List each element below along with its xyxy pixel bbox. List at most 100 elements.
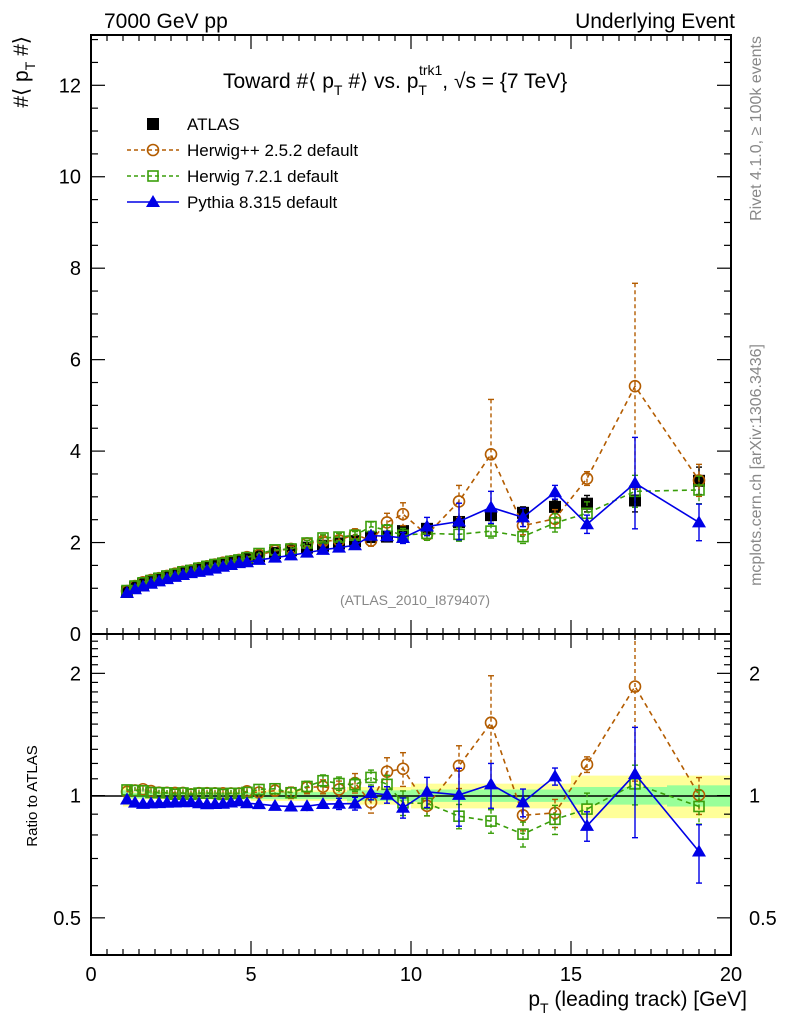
x-tick-label: 10 xyxy=(400,964,422,986)
herwig-7-2-1-point xyxy=(517,530,529,543)
pythia-8-315-point xyxy=(396,530,410,543)
series-herwigpp-2-5-2 xyxy=(120,282,706,598)
pythia-8-315-ratio-point xyxy=(364,786,378,799)
ratio-panel: 0.5 0.51 12 20 5 10 15 20 xyxy=(53,633,777,986)
series-pythia-8-315 xyxy=(120,436,706,598)
herwig-7-2-1-point xyxy=(549,517,561,529)
legend-marker-pythia-8-315 xyxy=(146,195,160,207)
legend: ATLAS Herwig++ 2.5.2 default Herwig 7.2.1 … xyxy=(127,115,358,212)
pythia-8-315-ratio-point xyxy=(348,796,362,809)
pythia-8-315-point xyxy=(300,545,314,558)
pythia-8-315-ratio-point xyxy=(316,797,330,810)
pythia-8-315-ratio-point xyxy=(692,844,706,857)
herwig-7-2-1-ratio-point xyxy=(129,784,141,797)
x-tick-label: 0 xyxy=(85,964,96,986)
pythia-8-315-line xyxy=(126,482,700,594)
pythia-8-315-point xyxy=(240,555,254,568)
pythia-8-315-point xyxy=(628,476,642,489)
pythia-8-315-point xyxy=(380,529,394,542)
ratio-y-tick-label-right: 0.5 xyxy=(749,908,777,930)
pythia-8-315-ratio-point xyxy=(380,787,394,800)
herwig-7-2-1-ratio-point xyxy=(693,800,705,813)
pythia-8-315-ratio-point xyxy=(120,792,134,805)
pythia-8-315-ratio-point xyxy=(284,799,298,812)
x-axis-label: pT (leading track) [GeV] xyxy=(528,988,747,1016)
herwig-7-2-1-point xyxy=(485,525,497,537)
main-y-tick-label: 0 xyxy=(70,624,81,646)
legend-marker-herwig-7-2-1 xyxy=(147,170,159,182)
ratio-y-tick-label: 2 xyxy=(70,663,81,685)
x-tick-label: 5 xyxy=(245,964,256,986)
pythia-8-315-ratio-point xyxy=(452,787,466,800)
series-herwig-7-2-1 xyxy=(121,474,705,597)
legend-marker-atlas xyxy=(147,118,159,130)
main-y-tick-label: 2 xyxy=(70,533,81,555)
pythia-8-315-ratio-point xyxy=(580,818,594,831)
herwigpp-2-5-2-ratio-point xyxy=(628,680,642,693)
pythia-8-315-point xyxy=(268,550,282,563)
analysis-tag: (ATLAS_2010_I879407) xyxy=(340,592,490,608)
herwig-7-2-1-ratio-point xyxy=(301,780,313,793)
pythia-8-315-ratio-point xyxy=(484,777,498,790)
herwig-7-2-1-ratio-point xyxy=(517,828,529,840)
pythia-8-315-ratio-point xyxy=(300,799,314,812)
pythia-8-315-ratio-point xyxy=(268,798,282,811)
herwig-7-2-1-point xyxy=(693,484,705,496)
ratio-y-tick-label-right: 2 xyxy=(749,663,760,685)
main-y-tick-label: 6 xyxy=(70,350,81,372)
pythia-8-315-ratio-point xyxy=(420,784,434,797)
pythia-8-315-ratio-point xyxy=(548,769,562,782)
ratio-y-tick-label-right: 1 xyxy=(749,786,760,808)
mcplots-label: mcplots.cern.ch [arXiv:1306.3436] xyxy=(748,344,765,586)
main-y-axis-label: #⟨ pT #⟩ xyxy=(10,36,38,108)
herwig-7-2-1-ratio-point xyxy=(365,771,377,784)
pythia-8-315-point xyxy=(284,548,298,561)
pythia-8-315-ratio-point xyxy=(332,796,346,809)
pythia-8-315-ratio-point xyxy=(240,796,254,809)
herwigpp-2-5-2-ratio-point xyxy=(580,758,594,771)
pythia-8-315-point xyxy=(452,514,466,527)
legend-label-pythia-8-315: Pythia 8.315 default xyxy=(187,193,338,212)
pythia-8-315-ratio-point xyxy=(396,800,410,813)
herwig-7-2-1-ratio-point xyxy=(317,774,329,787)
pythia-8-315-point xyxy=(348,538,362,551)
plot-title: Toward #⟨ pT #⟩ vs. pTtrk1, √s = {7 TeV} xyxy=(223,62,567,98)
herwig-7-2-1-line xyxy=(126,489,700,592)
pythia-8-315-point xyxy=(548,485,562,498)
pythia-8-315-ratio-point xyxy=(516,795,530,808)
main-y-tick-label: 4 xyxy=(70,441,81,463)
herwig-7-2-1-ratio-point xyxy=(349,778,361,791)
pythia-8-315-point xyxy=(364,528,378,541)
pythia-8-315-point xyxy=(316,542,330,555)
herwig-7-2-1-ratio-point xyxy=(269,782,281,795)
pythia-8-315-point xyxy=(580,517,594,530)
pythia-8-315-point xyxy=(420,519,434,532)
herwig-7-2-1-ratio-point xyxy=(137,785,149,797)
x-tick-label: 15 xyxy=(560,964,582,986)
herwigpp-2-5-2-point xyxy=(484,447,498,461)
ratio-y-axis-label: Ratio to ATLAS xyxy=(24,745,41,846)
pythia-8-315-point xyxy=(120,585,134,598)
pythia-8-315-point xyxy=(252,552,266,565)
main-y-tick-label: 10 xyxy=(59,167,81,189)
main-panel: 0 2 4 6 8 10 12 xyxy=(59,34,732,646)
herwigpp-2-5-2-ratio-point xyxy=(484,716,498,730)
legend-marker-herwigpp-2-5-2 xyxy=(146,143,160,157)
herwig-7-2-1-ratio-point xyxy=(485,815,497,827)
herwig-7-2-1-ratio-point xyxy=(253,783,265,796)
herwigpp-2-5-2-point xyxy=(396,507,410,521)
main-y-tick-label: 12 xyxy=(59,75,81,97)
herwigpp-2-5-2-point xyxy=(580,472,594,485)
legend-label-herwig-7-2-1: Herwig 7.2.1 default xyxy=(187,167,338,186)
herwigpp-2-5-2-point xyxy=(628,379,642,393)
x-tick-label: 20 xyxy=(720,964,742,986)
ratio-y-tick-label: 0.5 xyxy=(53,908,81,930)
pythia-8-315-point xyxy=(516,510,530,523)
pythia-8-315-ratio-point xyxy=(232,794,246,807)
herwigpp-2-5-2-ratio-point xyxy=(396,762,410,776)
ratio-y-tick-label: 1 xyxy=(70,786,81,808)
pythia-8-315-point xyxy=(692,515,706,528)
header-left: 7000 GeV pp xyxy=(104,10,228,33)
pythia-8-315-point xyxy=(484,500,498,513)
